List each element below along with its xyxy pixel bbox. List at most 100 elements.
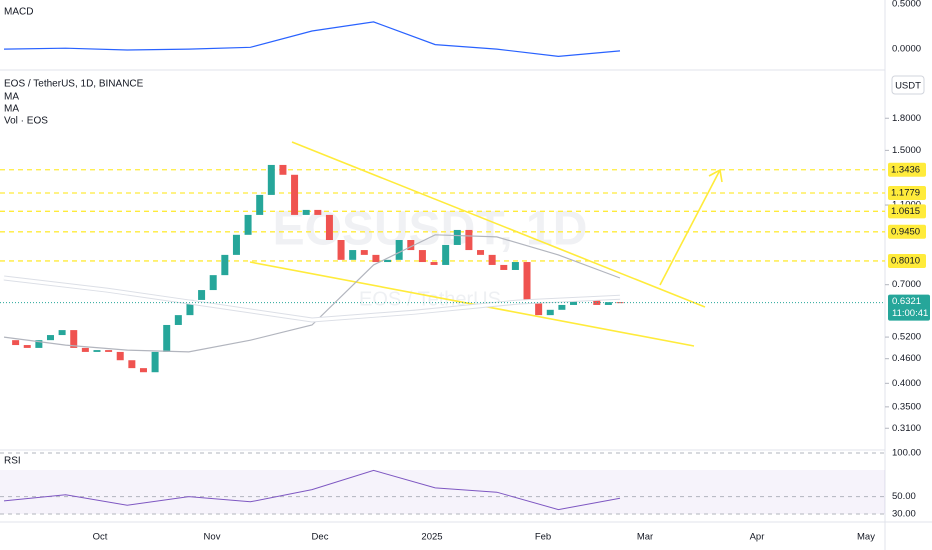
- candle: [418, 250, 426, 263]
- candle: [198, 290, 206, 300]
- level-badge: [888, 185, 926, 200]
- candle: [546, 309, 554, 316]
- level-label: 0.8010: [891, 255, 920, 266]
- currency: USDT: [895, 81, 921, 92]
- candle: [139, 368, 147, 373]
- panel-title: RSI: [4, 456, 21, 467]
- candle: [604, 302, 612, 305]
- y-tick-label: 100.00: [892, 448, 921, 459]
- candle: [267, 164, 275, 195]
- y-tick-label: 0.7000: [892, 279, 921, 290]
- y-tick-label: 0.4600: [892, 353, 921, 364]
- level-badge: [888, 204, 926, 219]
- candle: [488, 254, 496, 265]
- candle: [511, 262, 519, 270]
- y-tick-label: 0.0000: [892, 44, 921, 55]
- candle: [360, 250, 368, 255]
- x-tick-label: May: [857, 532, 875, 543]
- candle: [558, 304, 566, 310]
- candle: [535, 299, 543, 316]
- x-tick-label: Oct: [93, 532, 108, 543]
- y-tick-label: 1.8000: [892, 113, 921, 124]
- candle: [349, 250, 357, 260]
- candle: [81, 347, 89, 352]
- candle: [523, 262, 531, 300]
- currency-box[interactable]: [891, 75, 925, 95]
- candle: [279, 164, 287, 175]
- macd-line: [3, 21, 621, 58]
- indicator: MA: [4, 92, 19, 103]
- x-tick-label: Feb: [535, 532, 551, 543]
- candle: [174, 315, 182, 325]
- panel-title: MACD: [4, 7, 33, 18]
- candle: [616, 302, 624, 304]
- indicator: MA: [4, 104, 19, 115]
- candle: [337, 240, 345, 260]
- candle: [221, 254, 229, 276]
- x-tick-label: Mar: [637, 532, 653, 543]
- level-label: 0.9450: [891, 226, 920, 237]
- trendline: [249, 261, 695, 347]
- y-tick-label: 0.5200: [892, 332, 921, 343]
- ma-line: [3, 234, 621, 353]
- x-tick-label: Apr: [750, 532, 765, 543]
- candle: [58, 330, 66, 336]
- y-tick-label: 0.4000: [892, 378, 921, 389]
- candle: [384, 259, 392, 263]
- y-tick-label: 30.00: [892, 509, 916, 520]
- y-tick-label: 50.00: [892, 491, 916, 502]
- candle: [593, 299, 601, 305]
- candle: [372, 254, 380, 263]
- x-tick-label: 2025: [421, 532, 442, 543]
- x-tick-label: Nov: [204, 532, 221, 543]
- level-badge: [888, 162, 926, 177]
- candle: [500, 264, 508, 270]
- level-label: 1.1779: [891, 187, 920, 198]
- last-price: 0.6321: [892, 296, 921, 307]
- last-price-badge: [888, 294, 930, 321]
- candle: [128, 360, 136, 369]
- candle: [244, 214, 252, 235]
- level-label: 1.0615: [891, 206, 920, 217]
- candle: [23, 345, 31, 348]
- candle: [209, 275, 217, 291]
- level-badge: [888, 253, 926, 268]
- symbol: EOS / TetherUS, 1D, BINANCE: [4, 79, 144, 90]
- level-label: 1.3436: [891, 164, 920, 175]
- candle: [93, 350, 101, 352]
- candle: [116, 351, 124, 361]
- candle: [256, 194, 264, 215]
- candle: [407, 240, 415, 251]
- candle: [151, 351, 159, 373]
- candle: [46, 335, 54, 341]
- candle: [186, 299, 194, 316]
- y-tick-label: 0.3100: [892, 423, 921, 434]
- candle: [453, 229, 461, 245]
- candle: [70, 330, 78, 348]
- candle: [442, 244, 450, 265]
- rsi-band: [0, 470, 885, 514]
- candle: [105, 350, 113, 352]
- x-tick-label: Dec: [312, 532, 329, 543]
- ma-line: [3, 276, 621, 322]
- candle: [291, 174, 299, 215]
- candle: [12, 340, 20, 346]
- candle: [477, 250, 485, 255]
- candle: [465, 229, 473, 251]
- arrow: [659, 169, 721, 286]
- y-tick-label: 1.5000: [892, 145, 921, 156]
- y-tick-label: 0.5000: [892, 0, 921, 9]
- candle: [232, 234, 240, 255]
- candle: [35, 340, 43, 348]
- candle: [314, 209, 322, 215]
- indicator: Vol · EOS: [4, 116, 48, 127]
- candle: [430, 262, 438, 265]
- rsi-line: [3, 469, 621, 511]
- candle: [395, 240, 403, 260]
- y-tick-label: 0.3500: [892, 401, 921, 412]
- candle: [325, 214, 333, 241]
- level-badge: [888, 224, 926, 239]
- candle: [163, 324, 171, 352]
